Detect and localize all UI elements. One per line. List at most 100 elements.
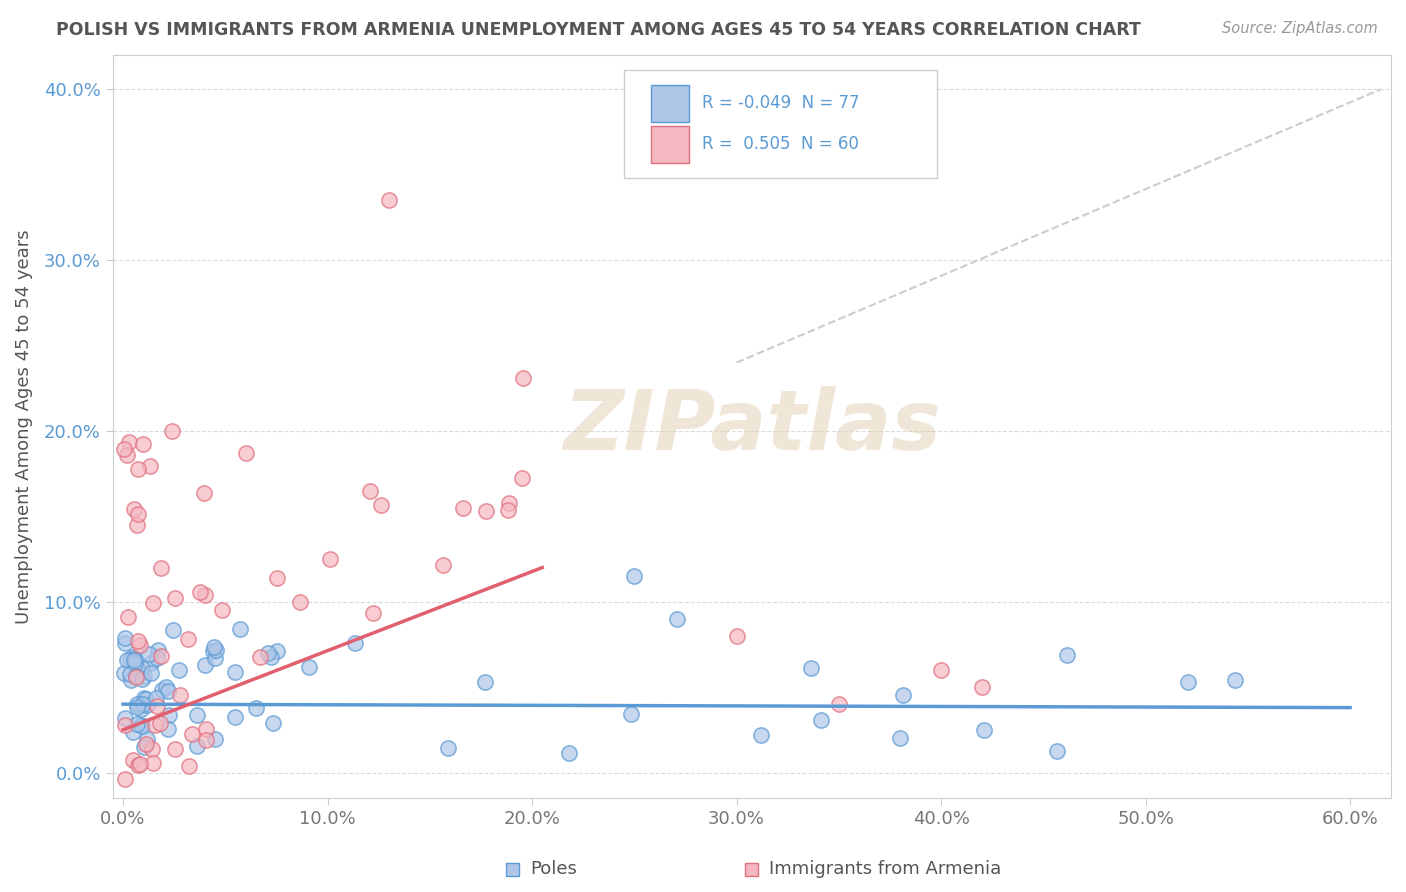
Point	[115, 448, 138, 462]
Point	[122, 652, 145, 666]
Point	[125, 699, 148, 714]
Point	[186, 739, 208, 753]
Point	[235, 445, 257, 459]
Point	[141, 666, 163, 681]
Point	[117, 652, 139, 666]
Point	[122, 501, 145, 516]
Point	[266, 571, 288, 585]
Point	[127, 698, 149, 712]
Point	[120, 653, 142, 667]
Point	[359, 484, 381, 499]
Point	[1045, 744, 1067, 758]
Point	[112, 442, 135, 456]
Point	[114, 717, 136, 731]
Point	[141, 741, 163, 756]
Point	[145, 691, 167, 706]
Point	[155, 681, 177, 695]
Point	[262, 715, 284, 730]
Point	[163, 591, 186, 605]
Text: Immigrants from Armenia: Immigrants from Armenia	[769, 860, 1001, 878]
Point	[510, 471, 533, 485]
Y-axis label: Unemployment Among Ages 45 to 54 years: Unemployment Among Ages 45 to 54 years	[15, 229, 32, 624]
Point	[1056, 648, 1078, 662]
Point	[186, 708, 208, 723]
Text: R = -0.049  N = 77: R = -0.049 N = 77	[702, 95, 859, 112]
Point	[152, 683, 174, 698]
Point	[211, 603, 233, 617]
Point	[114, 711, 136, 725]
Point	[224, 710, 246, 724]
Point	[970, 680, 993, 694]
Point	[114, 636, 136, 650]
Point	[194, 658, 217, 673]
Point	[432, 558, 454, 573]
Point	[249, 649, 271, 664]
Point	[114, 631, 136, 645]
Point	[136, 732, 159, 747]
Point	[665, 612, 688, 626]
Point	[134, 690, 156, 705]
Point	[810, 714, 832, 728]
Point	[124, 656, 146, 670]
Point	[118, 666, 141, 681]
Point	[131, 719, 153, 733]
Point	[162, 623, 184, 637]
Point	[138, 459, 160, 474]
Point	[132, 740, 155, 755]
Point	[145, 698, 167, 713]
Point	[194, 588, 217, 602]
FancyBboxPatch shape	[624, 70, 938, 178]
Point	[451, 500, 474, 515]
Point	[298, 659, 321, 673]
Point	[929, 663, 952, 677]
Point	[129, 702, 152, 716]
Point	[319, 552, 342, 566]
Point	[749, 728, 772, 742]
Point	[193, 486, 215, 500]
Point	[361, 607, 384, 621]
Point	[498, 496, 520, 510]
Point	[127, 757, 149, 772]
Point	[290, 595, 312, 609]
Point	[163, 742, 186, 756]
Point	[135, 737, 157, 751]
Point	[558, 746, 581, 760]
Point	[114, 772, 136, 786]
Point	[229, 622, 252, 636]
Point	[157, 722, 180, 736]
Point	[131, 718, 153, 732]
Point	[436, 741, 458, 756]
Point	[156, 684, 179, 698]
Point	[194, 732, 217, 747]
Point	[143, 718, 166, 732]
Point	[257, 647, 280, 661]
Point	[127, 462, 149, 476]
Text: Source: ZipAtlas.com: Source: ZipAtlas.com	[1222, 21, 1378, 36]
Point	[118, 434, 141, 449]
Point	[370, 498, 392, 512]
Text: ZIPatlas: ZIPatlas	[562, 386, 941, 467]
Point	[179, 759, 201, 773]
Point	[125, 669, 148, 683]
Point	[146, 643, 169, 657]
Point	[266, 644, 288, 658]
Point	[343, 636, 366, 650]
FancyBboxPatch shape	[651, 85, 689, 122]
Point	[150, 560, 173, 574]
Point	[122, 725, 145, 739]
Point	[828, 697, 851, 711]
Text: POLISH VS IMMIGRANTS FROM ARMENIA UNEMPLOYMENT AMONG AGES 45 TO 54 YEARS CORRELA: POLISH VS IMMIGRANTS FROM ARMENIA UNEMPL…	[56, 21, 1142, 38]
Point	[204, 732, 226, 747]
Point	[132, 697, 155, 711]
Point	[129, 757, 152, 772]
Point	[623, 569, 645, 583]
Point	[245, 701, 267, 715]
Point	[135, 691, 157, 706]
Point	[117, 609, 139, 624]
Text: Poles: Poles	[530, 860, 576, 878]
Point	[496, 503, 519, 517]
Point	[127, 507, 149, 521]
Point	[188, 585, 211, 599]
Point	[1223, 673, 1246, 687]
Point	[146, 651, 169, 665]
